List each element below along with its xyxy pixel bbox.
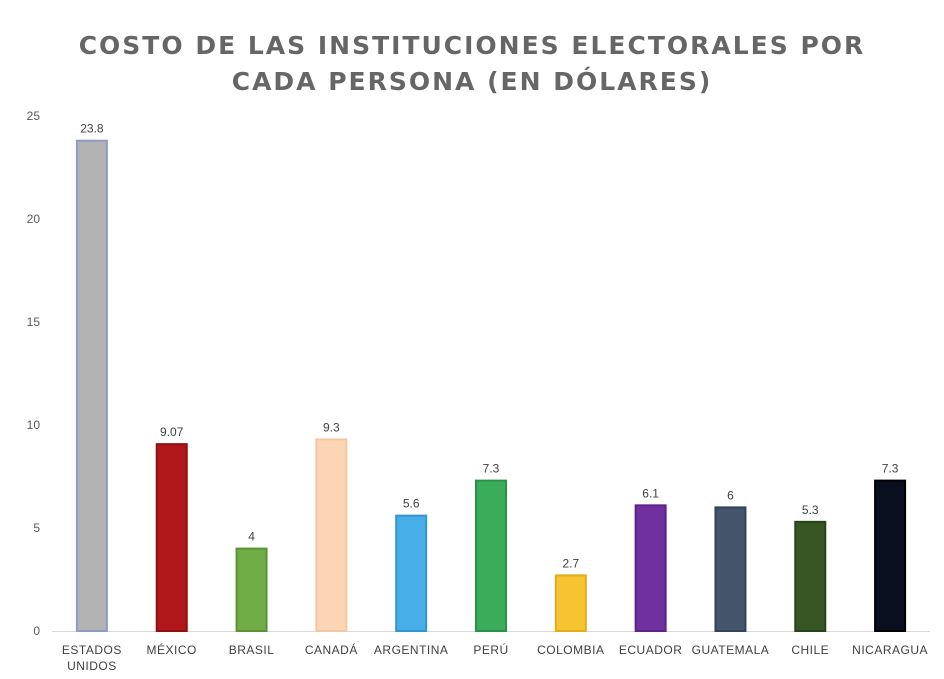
bar: [75, 139, 108, 632]
bar: [395, 514, 428, 633]
category-label: CANADÁ: [305, 642, 358, 657]
data-label: 6: [727, 488, 734, 502]
data-label: 5.6: [403, 497, 420, 511]
bars: [75, 139, 907, 633]
y-axis: 0 5 10 15 20 25: [27, 109, 41, 638]
x-axis: ESTADOS UNIDOS MÉXICO BRASIL CANADÁ ARGENTINA…: [62, 642, 928, 673]
data-label: 7.3: [483, 462, 500, 476]
bar: [714, 506, 747, 632]
y-tick-label: 10: [27, 418, 41, 432]
bar: [554, 574, 587, 633]
category-label: BRASIL: [229, 643, 275, 657]
bar: [634, 504, 667, 632]
chart-title-line-2: CADA PERSONA (EN DÓLARES): [231, 67, 713, 96]
data-label: 4: [248, 530, 255, 544]
y-tick-label: 15: [27, 315, 41, 329]
category-label: GUATEMALA: [692, 643, 770, 657]
category-label: ESTADOS: [62, 643, 122, 657]
bar: [475, 479, 507, 632]
y-tick-label: 5: [33, 521, 40, 535]
data-label: 7.3: [882, 462, 899, 476]
bar: [155, 443, 188, 632]
data-label: 5.3: [802, 503, 819, 517]
data-label: 23.8: [80, 122, 104, 136]
category-label: UNIDOS: [67, 659, 117, 673]
data-label: 2.7: [562, 556, 579, 570]
category-label: COLOMBIA: [537, 643, 604, 657]
chart-title: COSTO DE LAS INSTITUCIONES ELECTORALES P…: [0, 28, 944, 100]
category-label: ARGENTINA: [374, 643, 449, 657]
bar: [235, 547, 268, 632]
chart-title-line-1: COSTO DE LAS INSTITUCIONES ELECTORALES P…: [78, 31, 866, 60]
data-label: 9.3: [323, 420, 340, 434]
bar: [874, 479, 907, 632]
data-label: 9.07: [160, 425, 184, 439]
category-label: CHILE: [791, 643, 829, 657]
y-tick-label: 0: [33, 624, 40, 638]
category-label: MÉXICO: [147, 642, 197, 657]
category-label: ECUADOR: [619, 643, 683, 657]
y-tick-label: 20: [27, 212, 41, 226]
bar: [794, 520, 827, 633]
y-tick-label: 25: [27, 109, 41, 123]
data-label: 6.1: [642, 486, 659, 500]
category-label: PERÚ: [473, 642, 508, 657]
category-label: NICARAGUA: [852, 643, 928, 657]
bar: [315, 438, 348, 633]
data-labels: 23.8 9.07 4 9.3 5.6 7.3 2.7 6.1 6 5.3 7.3: [80, 122, 899, 571]
